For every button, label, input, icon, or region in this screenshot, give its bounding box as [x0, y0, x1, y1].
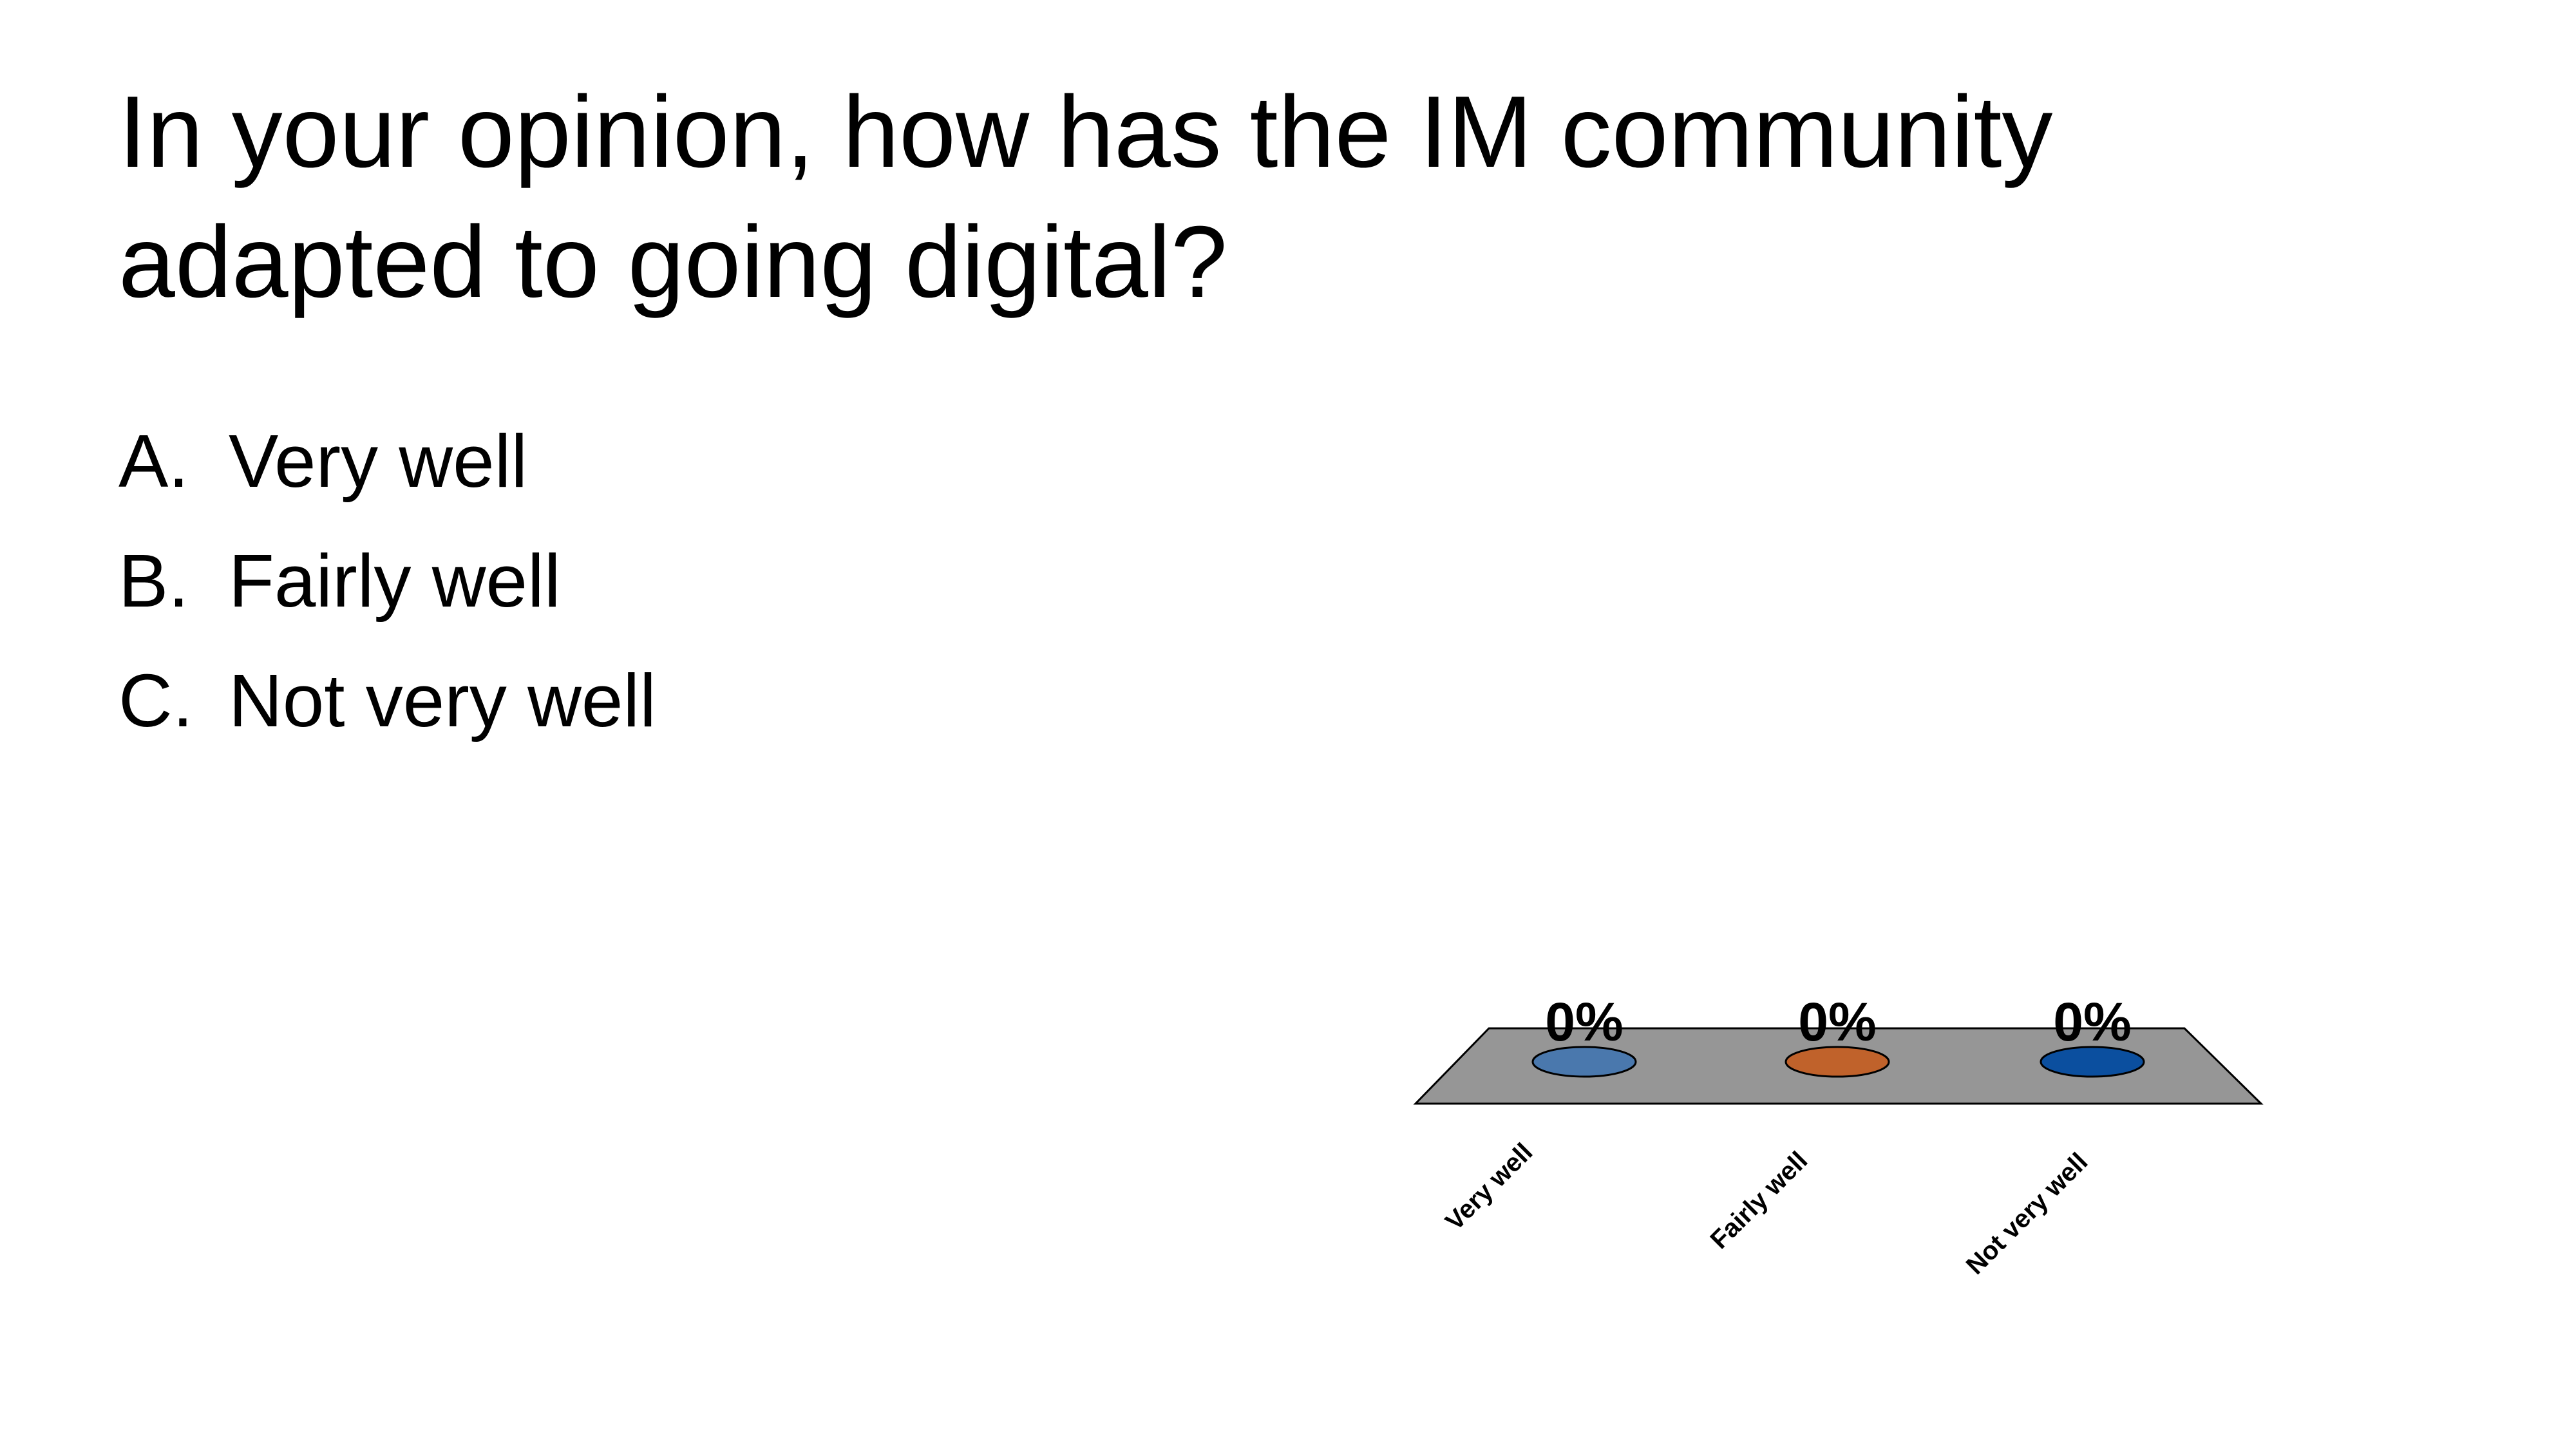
- option-text: Not very well: [229, 659, 656, 742]
- x-tick-label: Not very well: [1961, 1147, 2094, 1280]
- value-label: 0%: [1545, 992, 1623, 1052]
- title-line: In your opinion, how has the IM communit…: [118, 75, 2052, 189]
- bar: [2040, 1046, 2145, 1078]
- x-tick-label: Fairly well: [1705, 1146, 1813, 1254]
- bar: [1785, 1046, 1890, 1078]
- x-tick-label: Very well: [1440, 1138, 1538, 1236]
- option-letter: C.: [118, 659, 193, 742]
- value-label: 0%: [2053, 992, 2131, 1052]
- title-line: adapted to going digital?: [118, 205, 1227, 319]
- option-letter: A.: [118, 419, 189, 503]
- option-text: Fairly well: [229, 539, 561, 623]
- value-label: 0%: [1798, 992, 1876, 1052]
- option-letter: B.: [118, 539, 189, 623]
- option-text: Very well: [229, 419, 527, 503]
- bar: [1531, 1046, 1637, 1078]
